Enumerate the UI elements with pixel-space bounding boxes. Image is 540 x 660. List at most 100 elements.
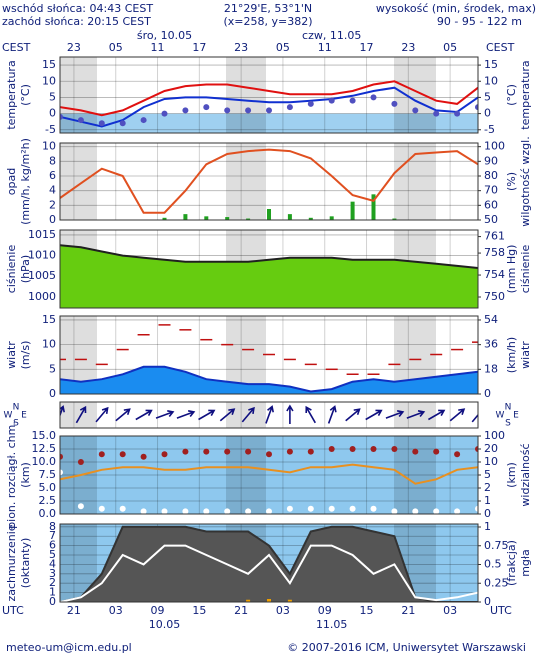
plot bbox=[60, 143, 478, 220]
grid-point: (x=258, y=382) bbox=[223, 15, 312, 28]
y-tick-label: 1015 bbox=[28, 228, 56, 241]
y2-axis-title: wilgotność wzgl. bbox=[519, 136, 532, 226]
series-bar bbox=[183, 214, 188, 220]
y2-axis-title: temperatura bbox=[519, 60, 532, 129]
series-area bbox=[60, 245, 478, 308]
series-bar bbox=[225, 217, 230, 220]
panel-frame bbox=[59, 435, 479, 515]
y2-tick-label: 15 bbox=[484, 58, 498, 71]
series-dot bbox=[266, 451, 272, 458]
series-area-edge bbox=[60, 244, 478, 269]
wind-arrow bbox=[428, 409, 446, 421]
panel bbox=[59, 435, 481, 515]
bottom-hour-label: 03 bbox=[109, 604, 123, 617]
series-dot bbox=[328, 446, 335, 452]
compass-n: N bbox=[13, 403, 20, 413]
plot bbox=[60, 402, 478, 428]
wind-arrow bbox=[198, 409, 216, 421]
y-axis-title: (hPa) bbox=[19, 255, 32, 283]
y2-tick-label: 10 bbox=[484, 455, 498, 468]
y2-tick-label: 0 bbox=[484, 107, 491, 120]
y2-tick-label: 5 bbox=[484, 468, 491, 481]
series-dot bbox=[140, 117, 147, 124]
y2-axis-title: (frakcja) bbox=[505, 540, 518, 586]
night-band bbox=[60, 143, 97, 220]
night-band bbox=[60, 402, 97, 428]
night-band bbox=[394, 57, 436, 133]
series-dot bbox=[203, 104, 210, 111]
y2-tick-label: 0 bbox=[484, 387, 491, 400]
y2-tick-label: 10 bbox=[484, 74, 498, 87]
series-dot bbox=[77, 117, 84, 124]
series-dot bbox=[140, 453, 147, 460]
wind-arrow bbox=[265, 405, 274, 424]
wind-arrow bbox=[345, 408, 361, 422]
series-dot bbox=[433, 508, 440, 514]
series-bar bbox=[329, 216, 334, 220]
y-tick-label: 15 bbox=[42, 58, 56, 71]
top-hour-label: 23 bbox=[67, 41, 81, 54]
series-line bbox=[60, 86, 478, 128]
top-hour-label: 23 bbox=[234, 41, 248, 54]
y-tick-label: -5 bbox=[45, 123, 56, 136]
sunset: zachód słońca: 20:15 CEST bbox=[2, 15, 151, 28]
y-axis-title: (°C) bbox=[19, 84, 32, 106]
compass-s: S bbox=[505, 419, 511, 429]
sunrise: wschód słońca: 04:43 CEST bbox=[2, 2, 153, 15]
y2-tick-label: 0.75 bbox=[484, 539, 509, 552]
series-dot bbox=[412, 107, 419, 114]
bottom-hour-label: 15 bbox=[360, 604, 374, 617]
y2-tick-label: 0.25 bbox=[484, 576, 509, 589]
series-dot bbox=[60, 469, 63, 476]
y-tick-label: 15.0 bbox=[32, 429, 57, 442]
y-axis-title: zachmurzenie bbox=[5, 524, 18, 601]
bottom-hour-label: 15 bbox=[192, 604, 206, 617]
y-tick-label: 10.0 bbox=[32, 455, 57, 468]
series-dot bbox=[370, 446, 377, 452]
series-bar bbox=[267, 209, 271, 220]
series-dot bbox=[98, 120, 105, 127]
series-dot bbox=[349, 505, 356, 512]
series-dot bbox=[182, 107, 189, 114]
y2-tick-label: 70 bbox=[484, 184, 498, 197]
series-dot bbox=[412, 508, 419, 514]
night-band bbox=[226, 316, 266, 394]
y-axis-title: ciśnienie bbox=[5, 245, 18, 294]
compass-w: W bbox=[4, 411, 13, 421]
wind-arrow bbox=[449, 408, 466, 422]
y-axis-title: (m/s) bbox=[19, 341, 32, 370]
series-dot bbox=[60, 113, 63, 120]
series-dot bbox=[224, 448, 231, 455]
series-area-edge bbox=[60, 525, 478, 602]
bottom-date: 11.05 bbox=[316, 618, 348, 631]
y2-axis-title: (%) bbox=[505, 172, 518, 191]
y-tick-label: 8 bbox=[49, 154, 56, 167]
wind-arrow bbox=[286, 404, 294, 424]
series-dot bbox=[475, 505, 478, 512]
y2-tick-label: 0.5 bbox=[484, 558, 502, 571]
top-hour-label: 11 bbox=[151, 41, 165, 54]
y-tick-label: 6 bbox=[49, 539, 56, 552]
y2-tick-label: 80 bbox=[484, 169, 498, 182]
footer-email: meteo-um@icm.edu.pl bbox=[6, 641, 132, 654]
bottom-hour-label: 09 bbox=[151, 604, 165, 617]
y2-tick-label: 0 bbox=[484, 507, 491, 520]
plot bbox=[60, 230, 478, 308]
series-dot bbox=[182, 508, 189, 514]
series-dot bbox=[307, 448, 314, 455]
below-zero bbox=[60, 113, 478, 133]
series-dot bbox=[245, 448, 252, 455]
top-date: śro, 10.05 bbox=[137, 29, 192, 42]
y-tick-label: 5.0 bbox=[39, 481, 57, 494]
y2-axis-title: (km) bbox=[505, 462, 518, 488]
series-dot bbox=[140, 508, 147, 514]
series-dot bbox=[328, 97, 335, 104]
y2-tick-label: 20 bbox=[484, 442, 498, 455]
series-dot bbox=[98, 505, 105, 512]
y-tick-label: 5 bbox=[49, 362, 56, 375]
series-bar bbox=[246, 599, 251, 602]
bottom-hour-label: 03 bbox=[276, 604, 290, 617]
panel-frame bbox=[59, 315, 479, 395]
top-zone: CEST bbox=[486, 41, 515, 54]
series-dot bbox=[161, 110, 168, 117]
